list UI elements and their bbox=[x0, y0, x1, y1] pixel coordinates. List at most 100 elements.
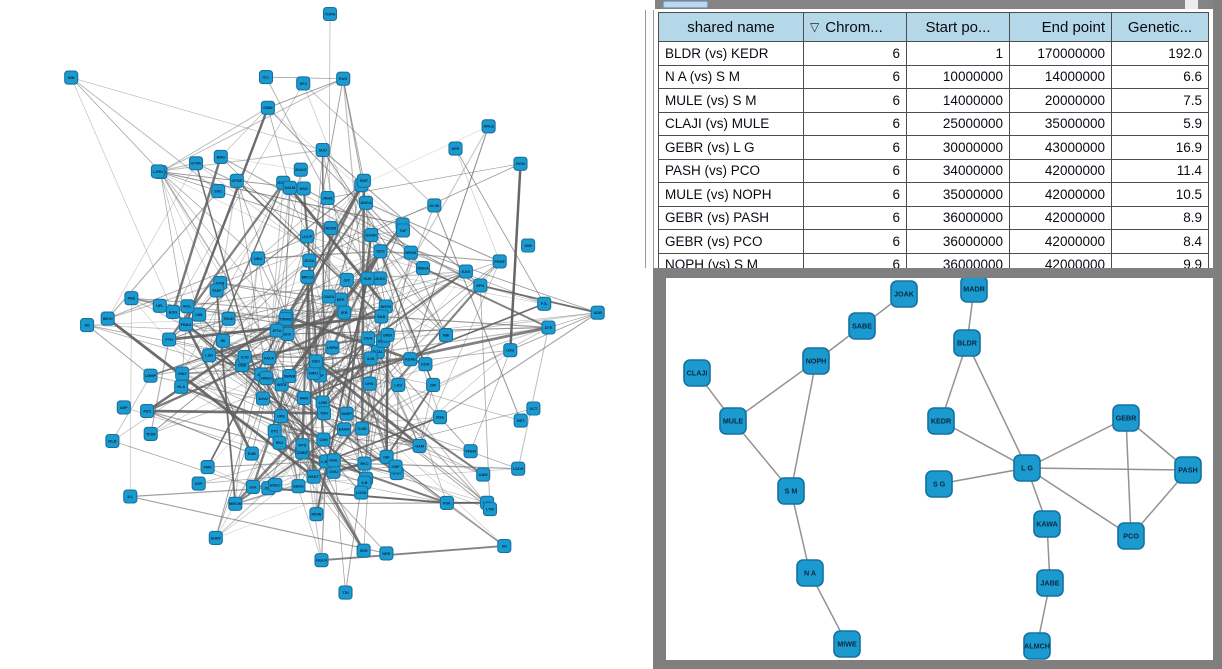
cell-shared-name[interactable]: PASH (vs) PCO bbox=[658, 158, 804, 183]
cell-value[interactable]: 5.9 bbox=[1111, 111, 1209, 136]
network-node[interactable]: AGAI bbox=[255, 391, 271, 406]
network-edge[interactable] bbox=[207, 466, 254, 488]
network-edge[interactable] bbox=[107, 227, 332, 319]
network-node[interactable]: LRFW bbox=[325, 340, 340, 355]
column-header-chrom-[interactable]: ▽ Chrom... bbox=[803, 12, 907, 42]
cell-value[interactable]: 1 bbox=[906, 41, 1010, 66]
network-node[interactable]: OMM bbox=[260, 100, 275, 115]
network-node[interactable]: NRNS bbox=[403, 245, 418, 260]
network-edge[interactable] bbox=[509, 163, 522, 351]
network-node[interactable]: NER bbox=[379, 546, 394, 561]
edge-GEBR-PCO[interactable] bbox=[1125, 417, 1132, 537]
network-node[interactable]: KUK bbox=[360, 271, 375, 286]
network-node[interactable]: IEI bbox=[215, 333, 231, 348]
network-edge[interactable] bbox=[325, 416, 441, 463]
main-network-canvas[interactable]: ILLIEREJGIDPEFACFJTWCFGEMLBLMMPIRSWHNTHU… bbox=[0, 0, 646, 669]
network-node[interactable]: TDH bbox=[316, 406, 332, 421]
network-edge[interactable] bbox=[228, 260, 310, 320]
network-edge[interactable] bbox=[184, 323, 253, 455]
network-node[interactable]: PJL bbox=[537, 296, 552, 311]
network-node[interactable]: LMMP bbox=[143, 368, 158, 383]
cell-shared-name[interactable]: GEBR (vs) PCO bbox=[658, 229, 804, 254]
network-edge[interactable] bbox=[86, 324, 151, 377]
network-edge[interactable] bbox=[280, 358, 371, 417]
network-node[interactable]: UPE bbox=[273, 409, 289, 424]
network-edge[interactable] bbox=[409, 126, 490, 360]
network-node[interactable]: UCT bbox=[526, 401, 541, 416]
network-node[interactable]: RKJ bbox=[272, 435, 287, 450]
node-MADR[interactable]: MADR bbox=[960, 275, 988, 303]
network-edge[interactable] bbox=[265, 377, 327, 462]
network-edge[interactable] bbox=[111, 375, 151, 442]
cell-shared-name[interactable]: GEBR (vs) L G bbox=[658, 135, 804, 160]
network-edge[interactable] bbox=[146, 410, 253, 455]
network-edge[interactable] bbox=[298, 267, 424, 487]
network-node[interactable]: MLB bbox=[105, 433, 120, 449]
network-node[interactable]: IER bbox=[337, 305, 352, 320]
network-node[interactable]: JKOA bbox=[302, 253, 317, 268]
network-edge[interactable] bbox=[342, 78, 365, 181]
node-S-M[interactable]: S M bbox=[777, 477, 805, 505]
network-edge[interactable] bbox=[208, 252, 412, 356]
network-edge[interactable] bbox=[222, 251, 381, 342]
network-edge[interactable] bbox=[70, 77, 161, 173]
network-edge[interactable] bbox=[381, 316, 448, 503]
network-node[interactable]: LSH bbox=[202, 348, 217, 363]
network-edge[interactable] bbox=[274, 430, 387, 554]
network-edge[interactable] bbox=[157, 149, 323, 173]
network-edge[interactable] bbox=[215, 482, 365, 539]
network-edge[interactable] bbox=[327, 163, 521, 199]
column-header-genetic-[interactable]: Genetic... bbox=[1111, 12, 1209, 42]
network-node[interactable]: HKR bbox=[296, 390, 311, 406]
table-row[interactable]: BLDR (vs) KEDR 6 1 170000000 192.0 bbox=[658, 41, 1209, 66]
network-edge[interactable] bbox=[284, 202, 367, 320]
network-node[interactable]: GWJ bbox=[175, 366, 190, 381]
network-edge[interactable] bbox=[130, 487, 269, 498]
network-edge[interactable] bbox=[300, 169, 305, 398]
network-node[interactable]: GGI bbox=[245, 479, 261, 494]
cell-value[interactable]: 42000000 bbox=[1009, 182, 1112, 207]
network-edge[interactable] bbox=[222, 260, 310, 342]
network-edge[interactable] bbox=[234, 279, 348, 505]
network-edge[interactable] bbox=[106, 317, 315, 478]
network-edge[interactable] bbox=[379, 278, 426, 365]
network-node[interactable]: UAW bbox=[476, 467, 491, 482]
node-BLDR[interactable]: BLDR bbox=[953, 329, 981, 357]
network-node[interactable]: TIOM bbox=[143, 426, 158, 441]
network-node[interactable]: PRGF bbox=[492, 254, 507, 269]
network-edge[interactable] bbox=[377, 351, 421, 447]
network-node[interactable]: JKHS bbox=[320, 190, 335, 206]
network-edge[interactable] bbox=[267, 279, 348, 489]
network-node[interactable]: SEH bbox=[356, 543, 371, 558]
cell-value[interactable]: 16.9 bbox=[1111, 135, 1209, 160]
network-node[interactable]: EUUG bbox=[293, 162, 308, 177]
network-node[interactable]: GNDI bbox=[380, 327, 395, 342]
network-edge[interactable] bbox=[331, 250, 382, 349]
network-node[interactable]: EOG bbox=[165, 304, 181, 319]
network-node[interactable]: OJIO bbox=[355, 421, 370, 436]
cell-value[interactable]: 192.0 bbox=[1111, 41, 1209, 66]
edge-SG-LG[interactable] bbox=[938, 467, 1028, 485]
cell-value[interactable]: 34000000 bbox=[906, 158, 1010, 183]
network-edge[interactable] bbox=[330, 184, 362, 229]
network-node[interactable]: HLA bbox=[174, 379, 189, 394]
network-edge[interactable] bbox=[385, 271, 467, 307]
edge-LG-PASH[interactable] bbox=[1026, 467, 1189, 471]
network-edge[interactable] bbox=[215, 290, 237, 504]
network-edge[interactable] bbox=[168, 182, 285, 341]
cell-value[interactable]: 42000000 bbox=[1009, 205, 1112, 230]
network-node[interactable]: SHHT bbox=[208, 530, 223, 545]
network-node[interactable]: DPE bbox=[448, 141, 463, 156]
network-node[interactable]: EWT bbox=[356, 173, 371, 188]
network-node[interactable]: RON bbox=[513, 156, 528, 171]
network-edge[interactable] bbox=[361, 327, 549, 430]
network-node[interactable]: AEP bbox=[116, 400, 131, 415]
table-row[interactable]: MULE (vs) NOPH 6 35000000 42000000 10.5 bbox=[658, 182, 1209, 207]
network-edge[interactable] bbox=[195, 162, 381, 252]
cell-value[interactable]: 6 bbox=[803, 41, 907, 66]
network-edge[interactable] bbox=[71, 77, 323, 151]
network-edge[interactable] bbox=[207, 460, 327, 468]
network-edge[interactable] bbox=[369, 383, 491, 510]
network-edge[interactable] bbox=[309, 260, 545, 305]
network-node[interactable]: NGLN bbox=[314, 553, 329, 568]
